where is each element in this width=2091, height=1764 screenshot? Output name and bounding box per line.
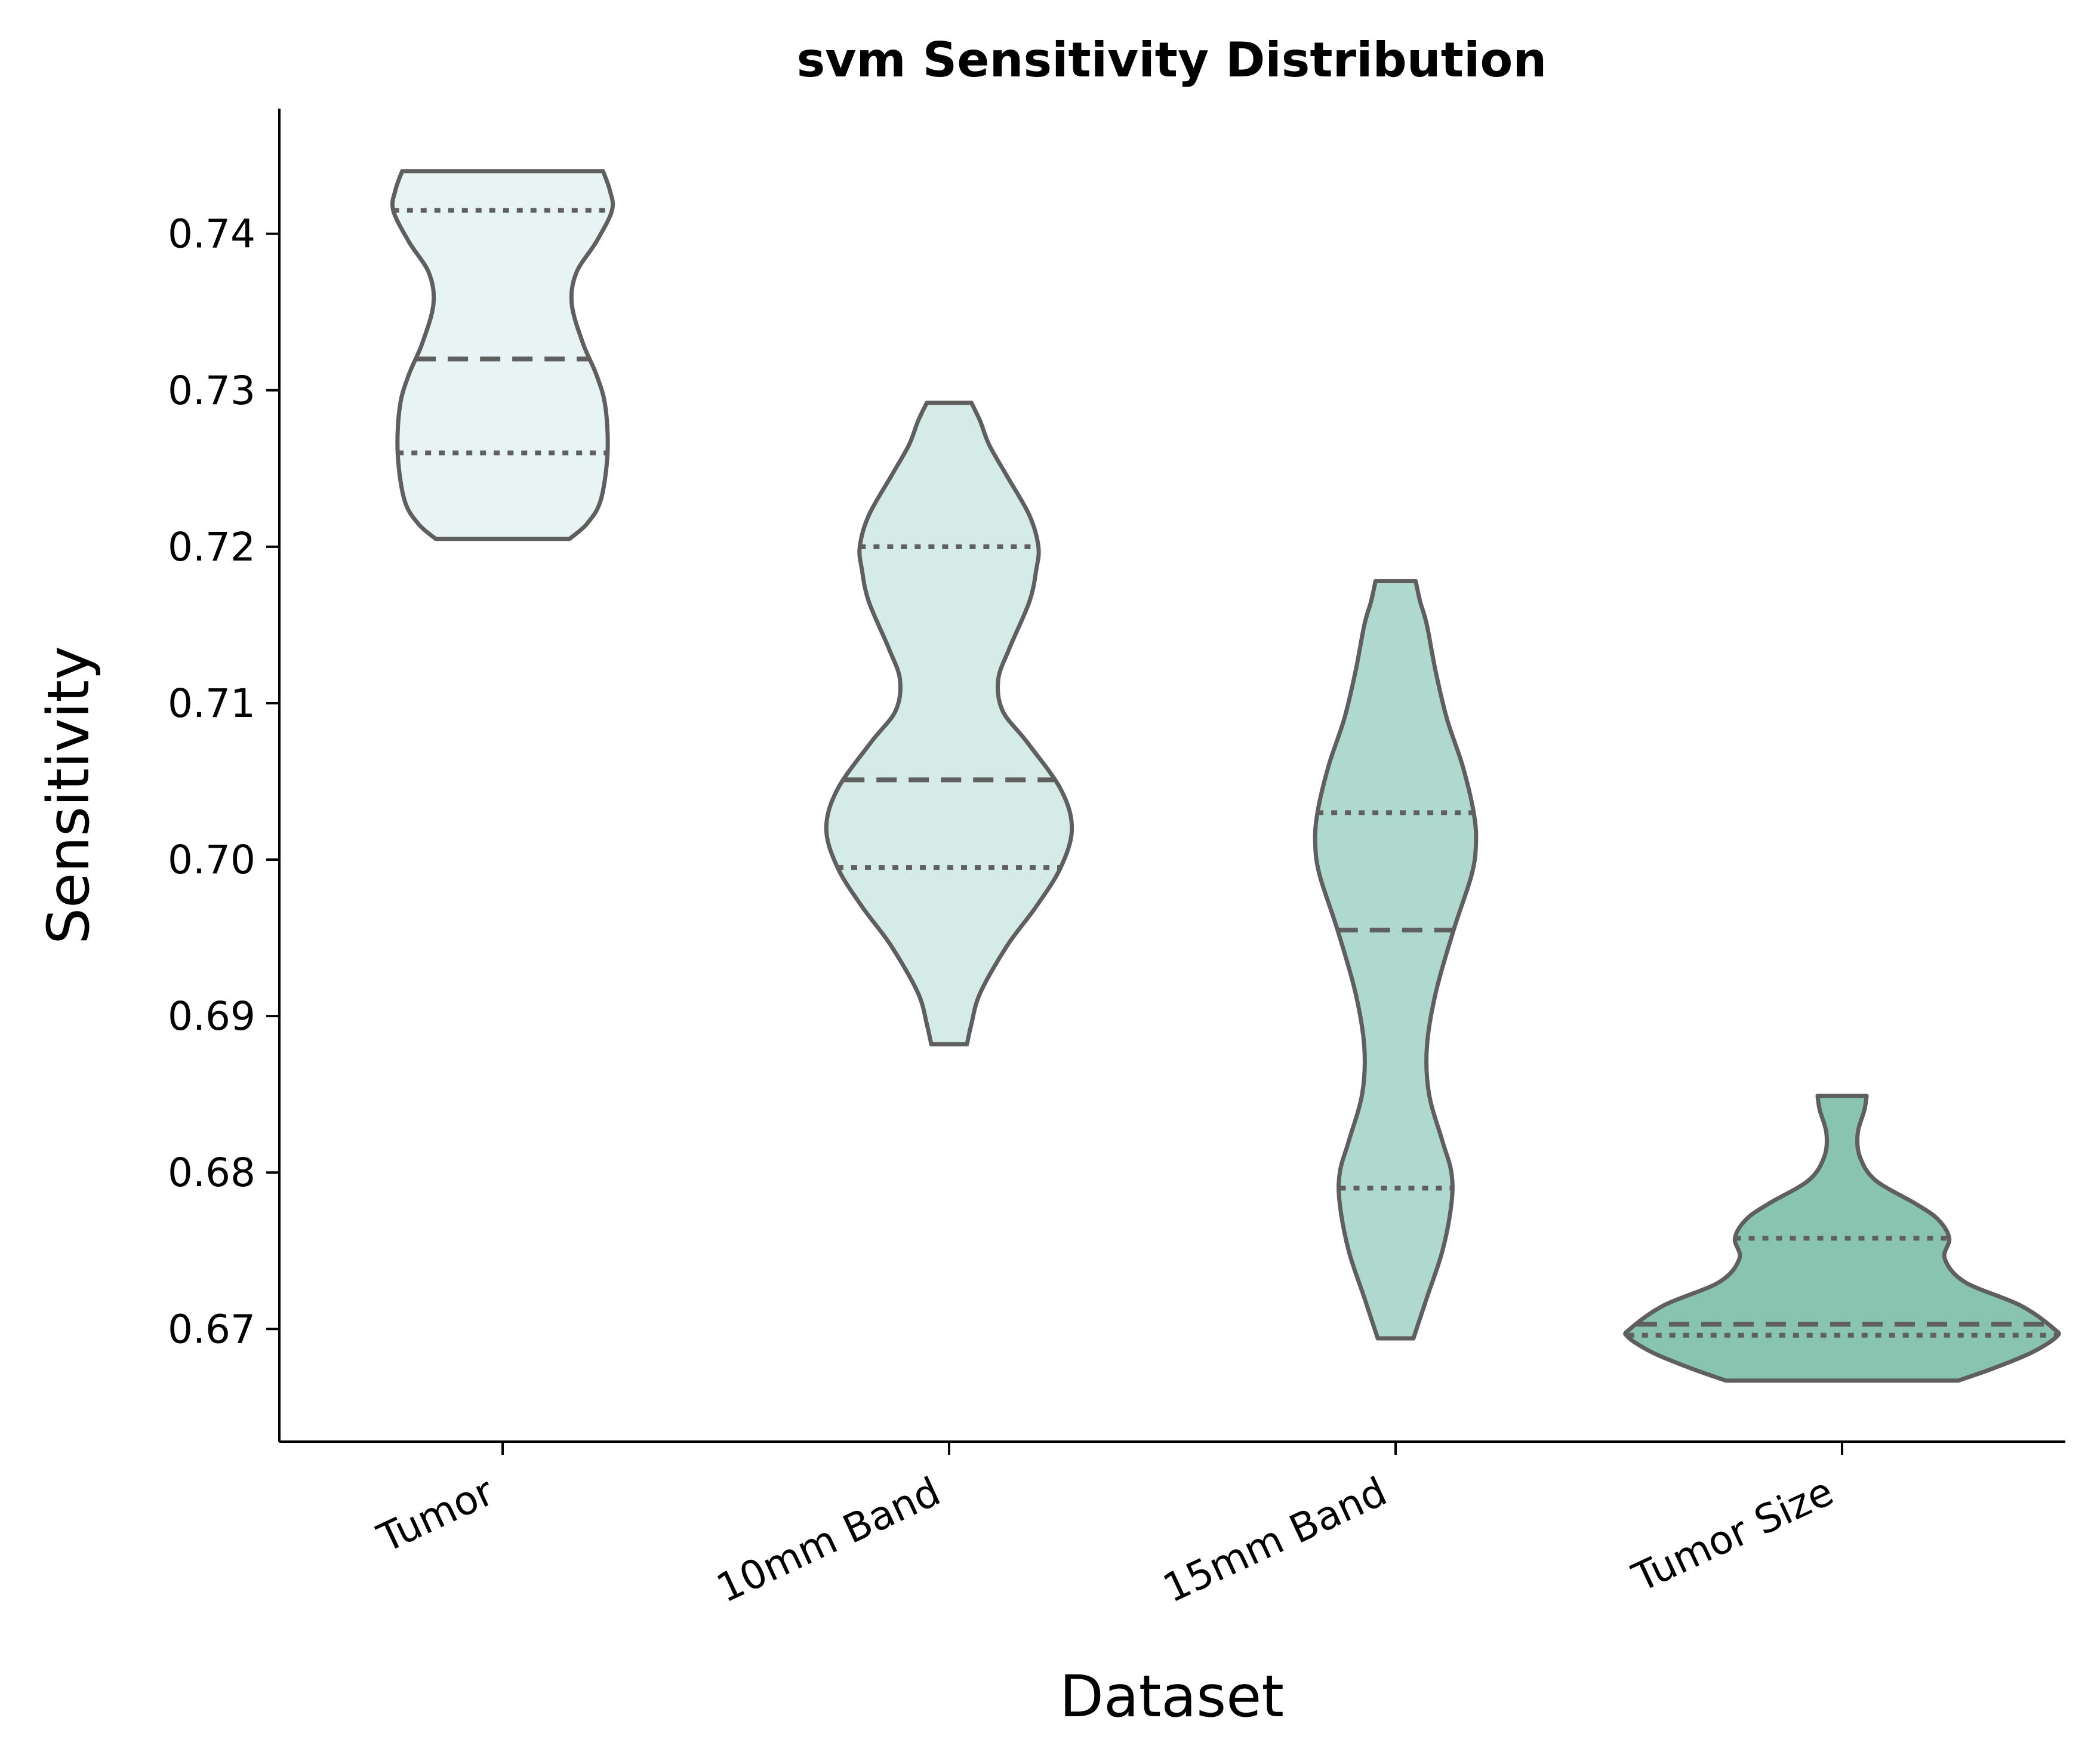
plot-area [390, 169, 2061, 1383]
x-tick-label: 15mm Band [1156, 1469, 1394, 1612]
y-axis: 0.67 0.68 0.69 0.70 0.71 0.72 0.73 0.74 [168, 109, 281, 1442]
violin-10mm-band [824, 401, 1074, 1046]
x-axis: Tumor 10mm Band 15mm Band Tumor Size [279, 1440, 2065, 1612]
y-tick-label: 0.68 [168, 1150, 255, 1196]
violin-body [824, 401, 1074, 1046]
violin-tumor [390, 169, 615, 541]
y-tick-label: 0.73 [168, 368, 255, 414]
x-tick-label: Tumor [370, 1468, 501, 1562]
y-tick-label: 0.69 [168, 993, 255, 1039]
x-axis-label: Dataset [1060, 1663, 1284, 1730]
violin-body [1313, 579, 1479, 1341]
y-tick-label: 0.72 [168, 524, 255, 570]
violin-tumor-size [1623, 1094, 2061, 1383]
violin-body [390, 169, 615, 541]
x-tick-label: Tumor Size [1625, 1469, 1840, 1602]
x-tick-label: 10mm Band [710, 1469, 947, 1612]
chart-title: svm Sensitivity Distribution [797, 32, 1547, 88]
y-tick-label: 0.71 [168, 681, 255, 726]
violin-body [1623, 1094, 2061, 1383]
y-tick-label: 0.67 [168, 1306, 255, 1352]
y-tick-label: 0.74 [168, 211, 255, 257]
y-tick-label: 0.70 [168, 837, 255, 883]
y-axis-label: Sensitivity [35, 646, 102, 944]
violin-15mm-band [1313, 579, 1479, 1341]
